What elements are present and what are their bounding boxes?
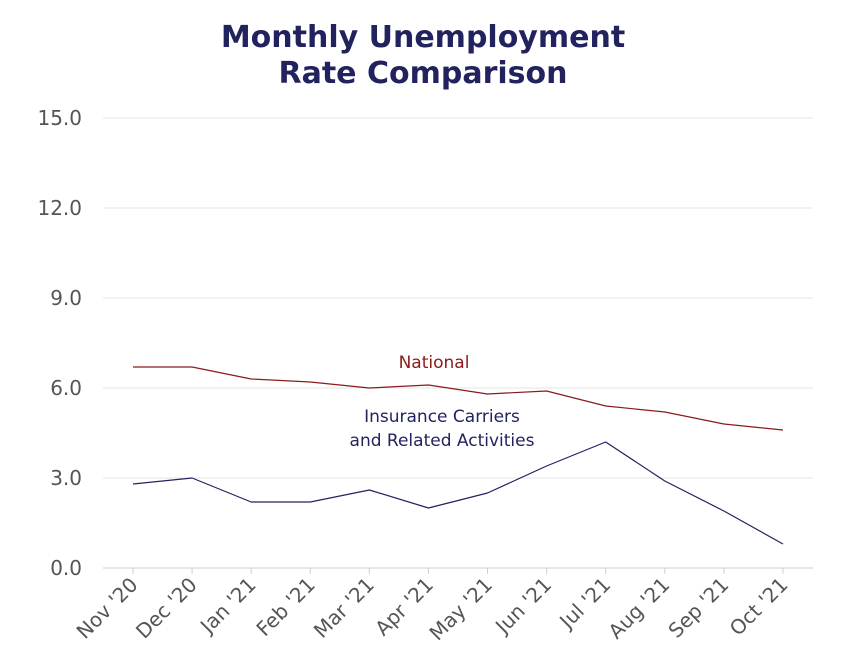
x-tick-label: Jan '21 xyxy=(194,573,261,640)
series-lines xyxy=(132,366,784,545)
series-line-insurance xyxy=(132,441,784,545)
gridlines xyxy=(103,117,813,569)
x-tick-label: Mar '21 xyxy=(309,573,379,643)
y-tick-label: 6.0 xyxy=(50,376,82,400)
y-tick-label: 15.0 xyxy=(37,106,82,130)
chart-title-line-1: Monthly Unemployment xyxy=(220,20,626,55)
x-tick-label: May '21 xyxy=(424,573,497,646)
x-tick-label: Feb '21 xyxy=(251,573,319,641)
x-tick-label: Jun '21 xyxy=(489,573,556,640)
y-tick-label: 0.0 xyxy=(50,556,82,580)
x-tick-label: Dec '20 xyxy=(131,573,202,644)
y-tick-label: 3.0 xyxy=(50,466,82,490)
x-tick-label: Nov '20 xyxy=(72,573,143,644)
series-label-insurance-line-2: and Related Activities xyxy=(350,431,535,451)
series-line-national xyxy=(133,366,784,431)
y-axis-ticks: 0.0 3.0 6.0 9.0 12.0 15.0 xyxy=(37,106,82,580)
x-tick-label: Sep '21 xyxy=(663,573,733,643)
series-label-national: National xyxy=(399,353,470,373)
chart-title-line-2: Rate Comparison xyxy=(278,56,568,91)
x-tick-label: Oct '21 xyxy=(725,573,793,641)
chart-title: Monthly Unemployment Rate Comparison xyxy=(0,20,846,92)
x-tick-label: Aug '21 xyxy=(603,573,674,644)
y-tick-label: 9.0 xyxy=(50,286,82,310)
series-label-insurance-line-1: Insurance Carriers xyxy=(364,407,520,427)
y-tick-label: 12.0 xyxy=(37,196,82,220)
series-labels: National Insurance Carriers and Related … xyxy=(350,353,535,451)
